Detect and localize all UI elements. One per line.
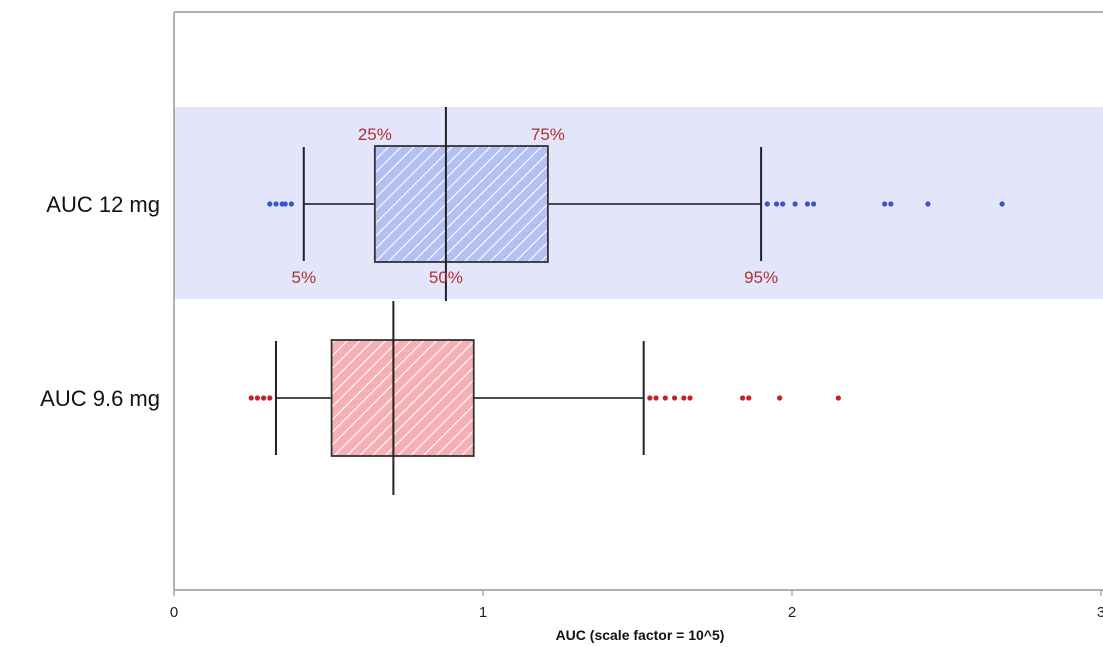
outlier-point: [811, 201, 817, 207]
outlier-point: [273, 201, 279, 207]
outlier-point: [653, 395, 659, 401]
percentile-label: 75%: [531, 125, 565, 144]
category-labels: AUC 12 mg AUC 9.6 mg: [40, 192, 160, 411]
outlier-point: [671, 395, 678, 401]
outlier-point: [261, 395, 267, 401]
x-tick-label: 3: [1097, 604, 1103, 621]
outlier-point: [764, 201, 770, 207]
outlier-point: [687, 395, 693, 401]
x-tick-label: 2: [788, 604, 796, 621]
iqr-box: [330, 339, 475, 457]
outlier-point: [792, 201, 798, 207]
x-tick-label: 1: [479, 604, 487, 621]
category-band: [174, 107, 1103, 299]
outlier-point: [662, 395, 668, 401]
percentile-label: 5%: [291, 268, 316, 287]
outlier-point: [681, 395, 687, 401]
x-tick-label: 0: [170, 604, 178, 621]
percentile-label: 50%: [429, 268, 463, 287]
outlier-point: [777, 395, 783, 401]
outlier-point: [780, 201, 786, 207]
outlier-point: [882, 201, 888, 207]
outlier-point: [888, 201, 894, 207]
outlier-point: [773, 201, 780, 207]
outlier-point: [288, 201, 295, 207]
percentile-labels: 25% 75% 5% 50% 95%: [291, 125, 778, 287]
outlier-point: [925, 201, 931, 207]
outlier-point: [267, 201, 273, 207]
iqr-box: [373, 145, 549, 263]
outlier-point: [254, 395, 261, 401]
outlier-point: [248, 395, 254, 401]
plot-frame: [173, 11, 1103, 591]
x-axis-title: AUC (scale factor = 10^5): [556, 627, 725, 643]
category-bands: [174, 107, 1103, 299]
outlier-point: [746, 395, 752, 401]
outlier-point: [267, 395, 273, 401]
category-label: AUC 12 mg: [46, 192, 160, 217]
category-label: AUC 9.6 mg: [40, 386, 160, 411]
outlier-point: [739, 395, 746, 401]
box-marks: [248, 107, 1005, 495]
outlier-point: [647, 395, 653, 401]
x-axis: 0 1 2 3: [170, 590, 1103, 621]
outlier-point: [835, 395, 841, 401]
outlier-point: [999, 201, 1005, 207]
outlier-point: [282, 201, 288, 207]
outlier-point: [804, 201, 811, 207]
percentile-label: 25%: [358, 125, 392, 144]
percentile-label: 95%: [744, 268, 778, 287]
